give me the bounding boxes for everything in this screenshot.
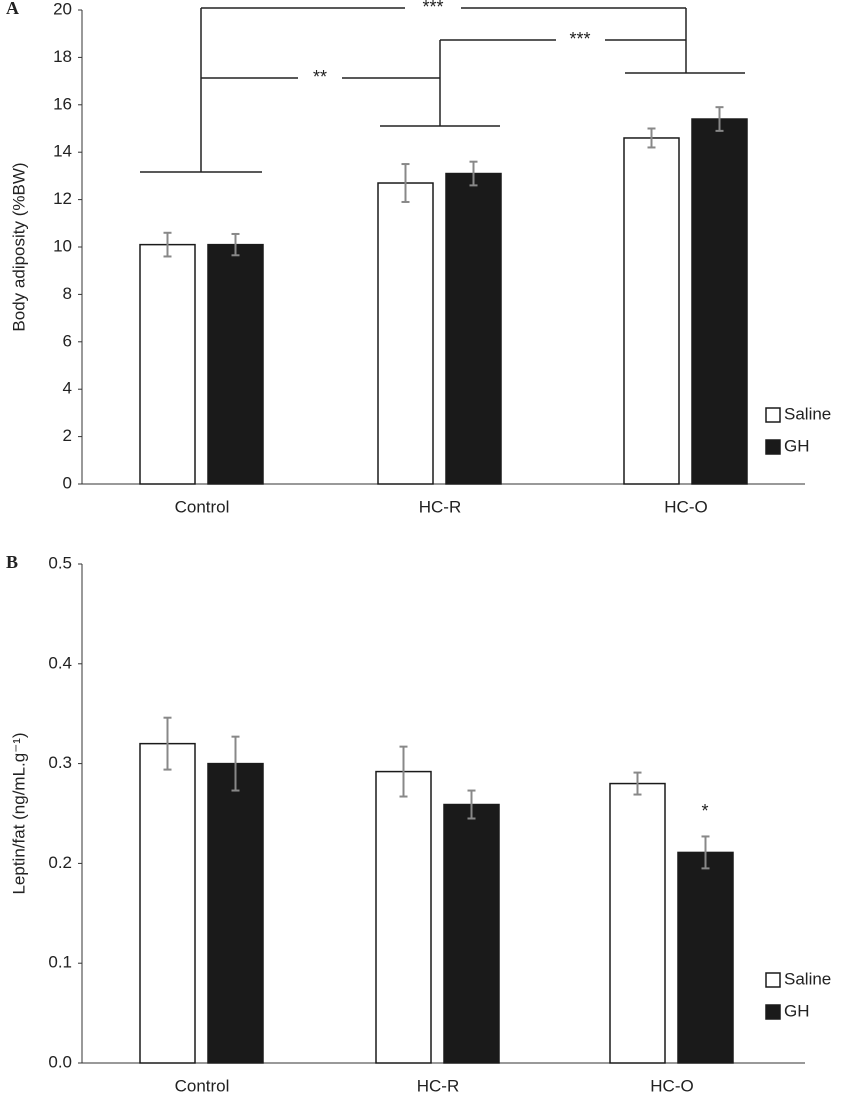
bar [691,118,748,485]
bar [139,243,196,485]
x-tick-label: HC-O [650,1076,693,1095]
bar [377,182,434,485]
bar [207,762,264,1064]
bar [445,172,502,485]
y-tick-label: 18 [53,47,72,66]
y-tick-label: 0.2 [48,853,72,872]
y-tick-label: 4 [63,379,72,398]
y-tick-label: 10 [53,236,72,255]
bar [609,782,666,1064]
y-axis-title: Body adiposity (%BW) [9,162,28,331]
y-tick-label: 0.0 [48,1052,72,1071]
x-tick-label: HC-R [417,1076,460,1095]
bar [677,851,734,1064]
y-tick-label: 2 [63,426,72,445]
significance-marker: *** [422,0,443,17]
significance-marker: ** [313,67,327,87]
legend-swatch [765,407,781,423]
panel-label: A [6,0,19,18]
legend-swatch [765,1004,781,1020]
y-tick-label: 0.4 [48,653,72,672]
legend-label: GH [784,1001,810,1020]
x-tick-label: Control [175,497,230,516]
legend-label: Saline [784,969,831,988]
y-tick-label: 16 [53,94,72,113]
y-axis-title: Leptin/fat (ng/mL.g⁻¹) [9,732,28,894]
y-tick-label: 12 [53,189,72,208]
y-tick-label: 14 [53,142,72,161]
significance-marker: *** [569,29,590,49]
bar [623,137,680,485]
y-tick-label: 8 [63,284,72,303]
x-tick-label: HC-O [664,497,707,516]
y-tick-label: 0.1 [48,953,72,972]
bar [207,243,264,485]
panel-label: B [6,552,18,572]
bar [443,803,500,1064]
x-tick-label: Control [175,1076,230,1095]
x-tick-label: HC-R [419,497,462,516]
legend-label: Saline [784,404,831,423]
legend-swatch [765,439,781,455]
legend-label: GH [784,436,810,455]
significance-marker: * [701,801,708,821]
y-tick-label: 0 [63,473,72,492]
y-tick-label: 0.5 [48,553,72,572]
bar [139,742,196,1064]
y-tick-label: 20 [53,0,72,18]
legend-swatch [765,972,781,988]
bar [375,770,432,1064]
y-tick-label: 6 [63,331,72,350]
y-tick-label: 0.3 [48,753,72,772]
